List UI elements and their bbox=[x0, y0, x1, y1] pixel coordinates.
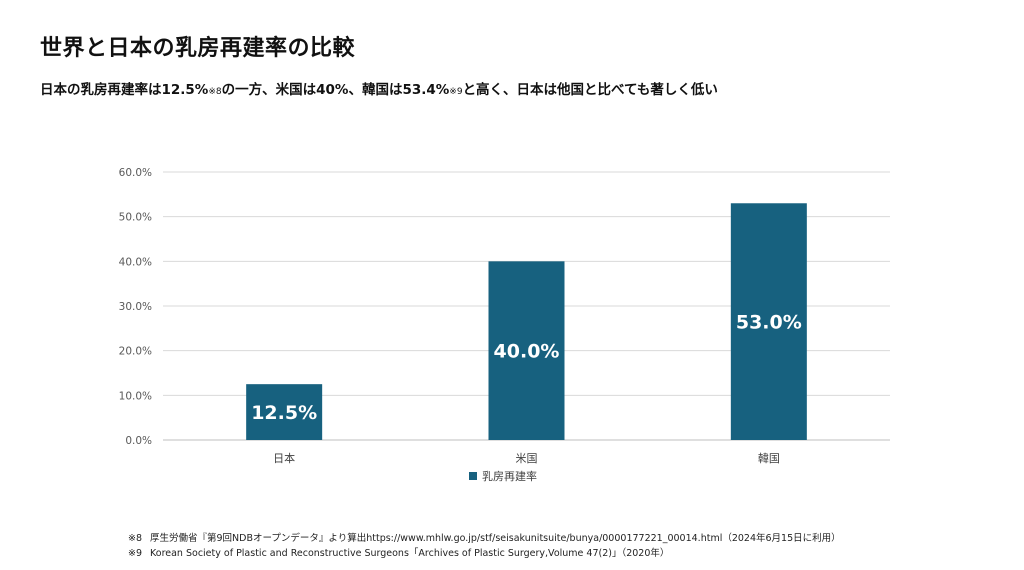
y-tick-label: 20.0% bbox=[119, 346, 152, 358]
page-subtitle: 日本の乳房再建率は12.5%※8の一方、米国は40%、韓国は53.4%※9と高く… bbox=[40, 78, 718, 98]
footnote-mark: ※9 bbox=[128, 548, 143, 559]
subtitle-text-3: と高く、日本は他国と比べても著しく低い bbox=[462, 82, 718, 98]
bar bbox=[246, 384, 323, 440]
data-label: 40.0% bbox=[494, 341, 560, 363]
footnote-9: ※9 Korean Society of Plastic and Reconstr… bbox=[128, 546, 841, 561]
subtitle-note-1: ※8 bbox=[208, 87, 222, 97]
x-tick-label: 韓国 bbox=[758, 452, 780, 465]
bar bbox=[730, 203, 807, 440]
footnote-text: Korean Society of Plastic and Reconstruc… bbox=[150, 548, 670, 559]
data-label: 12.5% bbox=[251, 402, 317, 424]
x-tick-label: 米国 bbox=[516, 452, 538, 465]
legend-swatch bbox=[469, 472, 477, 480]
page-title: 世界と日本の乳房再建率の比較 bbox=[40, 36, 356, 61]
subtitle-text-2: の一方、米国は40%、韓国は53.4% bbox=[221, 82, 450, 98]
x-tick-label: 日本 bbox=[273, 451, 295, 465]
legend-label: 乳房再建率 bbox=[482, 469, 537, 483]
subtitle-text-1: 日本の乳房再建率は12.5% bbox=[40, 82, 209, 98]
bar bbox=[488, 261, 565, 440]
y-tick-label: 50.0% bbox=[119, 212, 152, 224]
y-tick-label: 30.0% bbox=[119, 301, 152, 313]
y-tick-label: 60.0% bbox=[119, 167, 152, 179]
subtitle-note-2: ※9 bbox=[449, 87, 463, 97]
footnote-mark: ※8 bbox=[128, 533, 143, 544]
data-label: 53.0% bbox=[736, 312, 802, 334]
y-tick-label: 10.0% bbox=[119, 390, 152, 402]
y-tick-label: 0.0% bbox=[125, 435, 152, 447]
footnote-8: ※8 厚生労働省『第9回NDBオープンデータ』より算出https://www.mh… bbox=[128, 531, 841, 546]
y-tick-label: 40.0% bbox=[119, 256, 152, 268]
footnote-text: 厚生労働省『第9回NDBオープンデータ』より算出https://www.mhlw… bbox=[150, 533, 841, 544]
footnotes: ※8 厚生労働省『第9回NDBオープンデータ』より算出https://www.mh… bbox=[128, 531, 841, 561]
